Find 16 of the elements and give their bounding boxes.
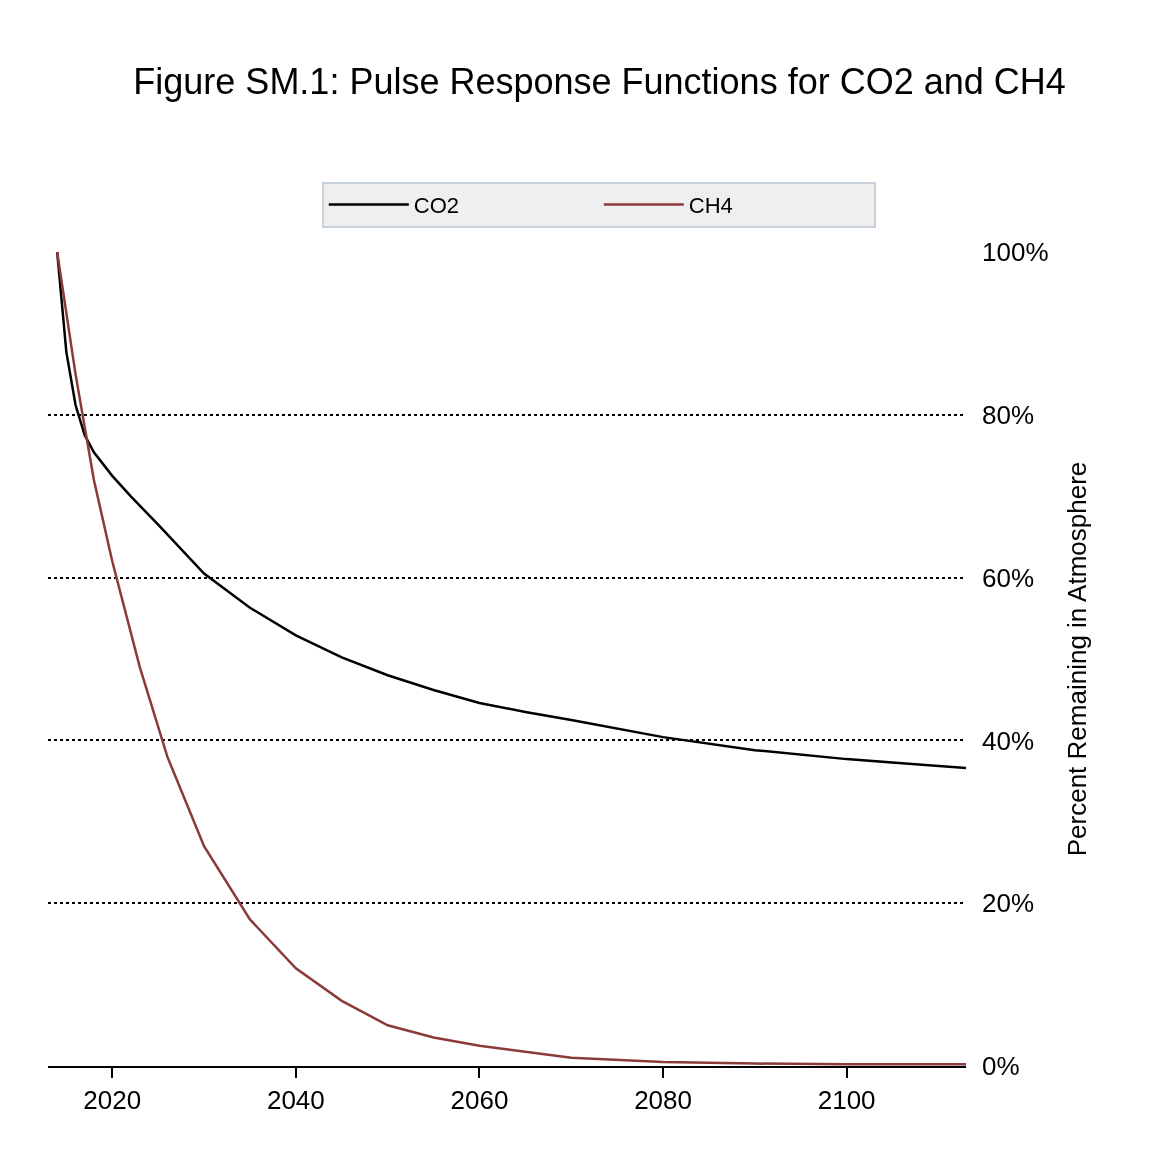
y-tick-label: 0% <box>982 1051 1020 1082</box>
y-tick-label: 40% <box>982 725 1035 756</box>
x-tick-label: 2020 <box>83 1085 142 1116</box>
y-tick-label: 60% <box>982 562 1035 593</box>
chart-title: Figure SM.1: Pulse Response Functions for CO2 and CH4 <box>133 60 1066 102</box>
y-tick-label: 100% <box>982 237 1049 268</box>
y-tick-label: 80% <box>982 399 1035 430</box>
x-tick-label: 2100 <box>817 1085 876 1116</box>
legend-label: CO2 <box>413 192 460 218</box>
y-tick-label: 20% <box>982 888 1035 919</box>
legend-label: CH4 <box>688 192 733 218</box>
x-tick-label: 2060 <box>450 1085 509 1116</box>
x-tick-label: 2080 <box>634 1085 692 1116</box>
y-axis-title: Percent Remaining in Atmosphere <box>1062 461 1093 857</box>
line-series <box>55 252 966 1066</box>
x-tick-label: 2040 <box>266 1085 325 1116</box>
